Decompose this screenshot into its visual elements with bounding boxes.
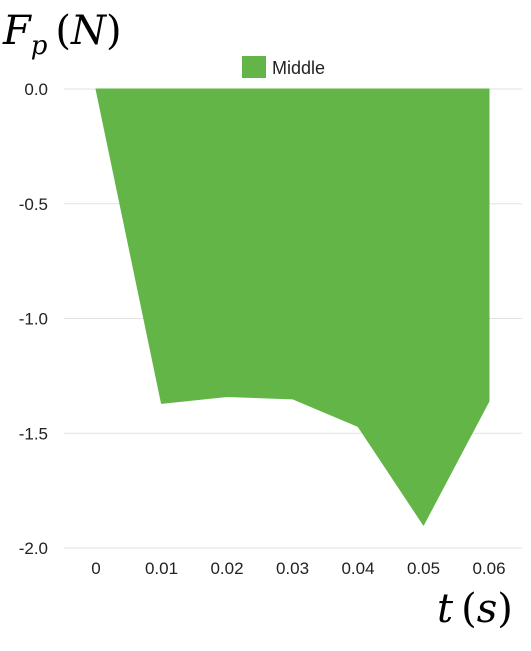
x-axis-title-main: t [437, 586, 454, 632]
legend-label-middle: Middle [272, 58, 325, 78]
y-axis-title-main: F [2, 8, 32, 54]
y-tick-label: -1.5 [19, 424, 48, 443]
x-tick-labels: 0 0.01 0.02 0.03 0.04 0.05 0.06 [91, 559, 505, 578]
x-tick-label: 0.05 [407, 559, 440, 578]
x-tick-label: 0 [91, 559, 100, 578]
y-tick-label: -1.0 [19, 310, 48, 329]
x-tick-label: 0.01 [145, 559, 178, 578]
y-axis-title-unit: N [70, 8, 108, 54]
y-axis-title-sub: p [31, 31, 48, 61]
y-tick-label: -2.0 [19, 539, 48, 558]
legend: Middle [242, 56, 325, 78]
series-area-middle [95, 88, 490, 526]
x-tick-label: 0.02 [210, 559, 243, 578]
y-tick-label: 0.0 [24, 80, 48, 99]
x-axis-title-unit: s [477, 586, 498, 632]
x-axis-title: t (s) [437, 586, 513, 632]
x-tick-label: 0.03 [276, 559, 309, 578]
legend-swatch-middle [242, 56, 266, 78]
series-area-layer [95, 88, 490, 526]
y-tick-labels: 0.0 -0.5 -1.0 -1.5 -2.0 [19, 80, 48, 558]
x-tick-label: 0.04 [341, 559, 374, 578]
y-axis-title: Fp (N) [2, 8, 122, 61]
y-tick-label: -0.5 [19, 195, 48, 214]
x-tick-label: 0.06 [472, 559, 505, 578]
